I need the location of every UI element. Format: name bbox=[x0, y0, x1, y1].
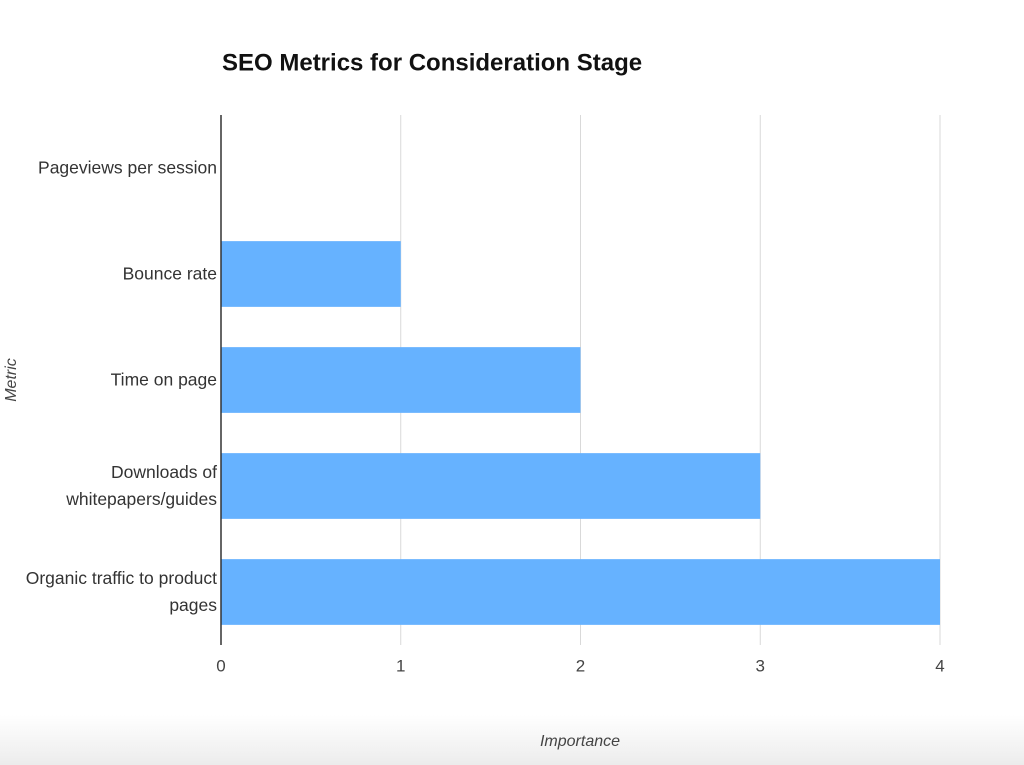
x-tick-label: 3 bbox=[756, 656, 765, 675]
x-tick-label: 1 bbox=[396, 656, 405, 675]
x-tick-label: 2 bbox=[576, 656, 585, 675]
chart-title: SEO Metrics for Consideration Stage bbox=[222, 49, 642, 76]
y-tick-label: Time on page bbox=[110, 369, 217, 390]
x-tick-label: 4 bbox=[935, 656, 944, 675]
y-tick-label: Organic traffic to product pages bbox=[25, 568, 217, 615]
x-axis-title: Importance bbox=[540, 733, 620, 750]
y-tick-label: Pageviews per session bbox=[38, 157, 217, 178]
bar bbox=[221, 453, 761, 519]
bar bbox=[221, 347, 581, 413]
footer-shade bbox=[0, 715, 1024, 765]
bar bbox=[221, 559, 940, 625]
y-tick-label: Downloads of whitepapers/guides bbox=[66, 462, 217, 509]
bar bbox=[221, 241, 401, 307]
x-tick-label: 0 bbox=[216, 656, 225, 675]
y-tick-label: Bounce rate bbox=[122, 263, 217, 284]
y-axis-title: Metric bbox=[3, 358, 20, 402]
